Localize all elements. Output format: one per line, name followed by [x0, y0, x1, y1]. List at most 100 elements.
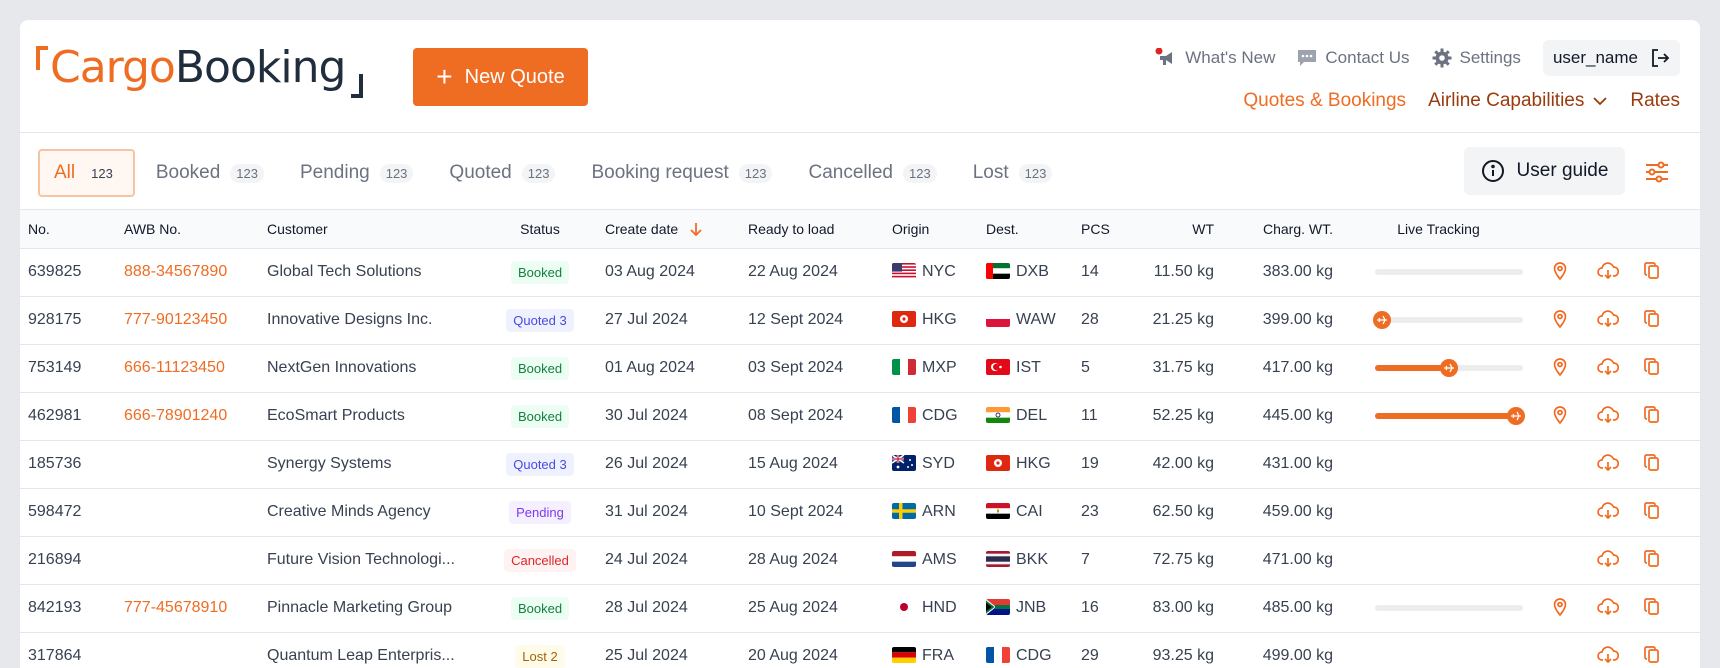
status-badge: Booked	[510, 404, 570, 428]
map-pin-icon[interactable]	[1548, 259, 1572, 283]
cloud-download-icon[interactable]	[1596, 547, 1620, 571]
cloud-download-icon[interactable]	[1596, 595, 1620, 619]
copy-icon[interactable]	[1640, 499, 1664, 523]
user-menu[interactable]: user_name	[1542, 40, 1680, 76]
chat-icon	[1297, 49, 1317, 67]
cell-charg-wt: 485.00 kg	[1222, 584, 1341, 633]
origin-code: FRA	[922, 647, 954, 664]
table-row[interactable]: 462981 666-78901240 EcoSmart Products Booke…	[20, 392, 1700, 441]
copy-icon[interactable]	[1640, 547, 1664, 571]
cell-awb-link[interactable]: 666-11123450	[116, 344, 259, 393]
dest-code: JNB	[1016, 599, 1047, 616]
col-charg-wt[interactable]: Charg. WT.	[1222, 210, 1341, 249]
cloud-download-icon[interactable]	[1596, 307, 1620, 331]
flag-nl-icon	[892, 551, 916, 567]
map-pin-icon[interactable]	[1548, 403, 1572, 427]
cell-status: Quoted 3	[483, 296, 597, 345]
cloud-download-icon[interactable]	[1596, 499, 1620, 523]
cloud-download-icon[interactable]	[1596, 403, 1620, 427]
tab-booked[interactable]: Booked 123	[141, 149, 279, 197]
col-wt[interactable]: WT	[1135, 210, 1222, 249]
cloud-download-icon[interactable]	[1596, 259, 1620, 283]
copy-icon[interactable]	[1640, 403, 1664, 427]
whats-new-link[interactable]: What's New	[1155, 48, 1275, 68]
filter-settings-icon[interactable]	[1642, 157, 1672, 187]
col-create-date[interactable]: Create date	[597, 210, 740, 249]
tab-quoted[interactable]: Quoted 123	[434, 149, 570, 197]
table-row[interactable]: 216894 Future Vision Technologi... Cancell…	[20, 536, 1700, 585]
flag-fr-icon	[986, 647, 1010, 663]
copy-icon[interactable]	[1640, 595, 1664, 619]
col-dest[interactable]: Dest.	[978, 210, 1073, 249]
table-row[interactable]: 639825 888-34567890 Global Tech Solutions B…	[20, 248, 1700, 297]
table-row[interactable]: 598472 Creative Minds Agency Pending 31 Jul…	[20, 488, 1700, 537]
cell-awb-link[interactable]: 777-90123450	[116, 296, 259, 345]
main-card: CargoBooking + New Quote What's New Cont…	[20, 20, 1700, 668]
tab-booking-request[interactable]: Booking request 123	[576, 149, 787, 197]
cell-live-tracking	[1341, 584, 1536, 633]
cell-awb-link[interactable]: 666-78901240	[116, 392, 259, 441]
tab-lost[interactable]: Lost 123	[958, 149, 1068, 197]
nav-quotes-bookings[interactable]: Quotes & Bookings	[1243, 90, 1407, 111]
cell-ready-to-load: 10 Sept 2024	[740, 488, 884, 537]
chevron-down-icon	[1592, 96, 1608, 106]
flag-th-icon	[986, 551, 1010, 567]
cell-awb-link[interactable]: 888-34567890	[116, 248, 259, 297]
cell-customer: Pinnacle Marketing Group	[259, 584, 483, 633]
col-customer[interactable]: Customer	[259, 210, 483, 249]
cell-status: Booked	[483, 344, 597, 393]
new-quote-button[interactable]: + New Quote	[413, 48, 588, 106]
col-pcs[interactable]: PCS	[1073, 210, 1135, 249]
col-status[interactable]: Status	[483, 210, 597, 249]
cell-ready-to-load: 08 Sept 2024	[740, 392, 884, 441]
copy-icon[interactable]	[1640, 355, 1664, 379]
tab-cancelled[interactable]: Cancelled 123	[793, 149, 951, 197]
cell-wt: 42.00 kg	[1135, 440, 1222, 489]
tab-all[interactable]: All 123	[38, 149, 135, 197]
sort-arrow-down-icon[interactable]	[690, 222, 702, 236]
copy-icon[interactable]	[1640, 451, 1664, 475]
copy-icon[interactable]	[1640, 259, 1664, 283]
contact-us-link[interactable]: Contact Us	[1297, 48, 1410, 68]
tracking-progress-bar	[1375, 269, 1523, 275]
col-awb[interactable]: AWB No.	[116, 210, 259, 249]
table-row[interactable]: 753149 666-11123450 NextGen Innovations Boo…	[20, 344, 1700, 393]
brand-logo[interactable]: CargoBooking	[36, 46, 364, 98]
flag-jp-icon	[892, 599, 916, 615]
table-row[interactable]: 317864 Quantum Leap Enterpris... Lost 2 25 …	[20, 632, 1700, 668]
cell-awb-link[interactable]: 777-45678910	[116, 584, 259, 633]
table-row[interactable]: 185736 Synergy Systems Quoted 3 26 Jul 2024…	[20, 440, 1700, 489]
cell-pin	[1536, 488, 1584, 537]
copy-icon[interactable]	[1640, 643, 1664, 667]
user-guide-button[interactable]: User guide	[1464, 147, 1625, 195]
tab-pending[interactable]: Pending 123	[285, 149, 428, 197]
cloud-download-icon[interactable]	[1596, 355, 1620, 379]
nav-rates[interactable]: Rates	[1630, 90, 1680, 111]
tab-count-badge: 123	[738, 163, 773, 183]
cloud-download-icon[interactable]	[1596, 451, 1620, 475]
map-pin-icon[interactable]	[1548, 307, 1572, 331]
dest-code: IST	[1016, 359, 1041, 376]
cell-ready-to-load: 12 Sept 2024	[740, 296, 884, 345]
col-ready-to-load[interactable]: Ready to load	[740, 210, 884, 249]
cell-customer: EcoSmart Products	[259, 392, 483, 441]
cloud-download-icon[interactable]	[1596, 643, 1620, 667]
nav-airline-capabilities[interactable]: Airline Capabilities	[1428, 90, 1608, 112]
settings-link[interactable]: Settings	[1432, 48, 1521, 68]
col-no[interactable]: No.	[20, 210, 116, 249]
tracking-progress-bar	[1375, 407, 1525, 425]
map-pin-icon[interactable]	[1548, 355, 1572, 379]
cell-pin	[1536, 584, 1584, 633]
cell-pin	[1536, 296, 1584, 345]
cell-ready-to-load: 25 Aug 2024	[740, 584, 884, 633]
col-origin[interactable]: Origin	[884, 210, 978, 249]
logout-icon[interactable]	[1650, 48, 1670, 68]
table-row[interactable]: 842193 777-45678910 Pinnacle Marketing Gro…	[20, 584, 1700, 633]
brand-part2: Booking	[174, 42, 347, 93]
map-pin-icon[interactable]	[1548, 595, 1572, 619]
copy-icon[interactable]	[1640, 307, 1664, 331]
table-row[interactable]: 928175 777-90123450 Innovative Designs Inc…	[20, 296, 1700, 345]
cell-pin	[1536, 248, 1584, 297]
status-badge: Pending	[509, 500, 571, 524]
cell-charg-wt: 445.00 kg	[1222, 392, 1341, 441]
